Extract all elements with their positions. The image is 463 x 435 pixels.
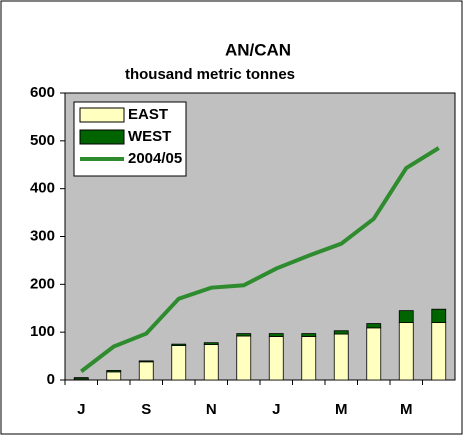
bar (301, 333, 317, 337)
line (80, 146, 440, 373)
bar (301, 336, 317, 381)
y-tick-label: 300 (30, 227, 55, 244)
bar (268, 333, 284, 337)
x-tick-label: N (206, 401, 217, 418)
y-tick-label: 500 (30, 132, 55, 149)
x-tick-label: J (77, 401, 85, 418)
bar (106, 371, 122, 381)
legend-swatch (79, 129, 125, 145)
bar (203, 342, 219, 346)
bar (138, 361, 154, 381)
x-tick-label: S (141, 401, 151, 418)
y-tick-label: 0 (47, 371, 55, 388)
bar (236, 333, 252, 337)
bar (366, 323, 382, 329)
legend-label: EAST (128, 106, 168, 123)
chart-subtitle: thousand metric tonnes (125, 66, 295, 83)
legend-swatch (79, 107, 125, 123)
x-tick-label: M (335, 401, 348, 418)
bar (268, 336, 284, 381)
bar (398, 310, 414, 323)
legend-label: WEST (128, 128, 171, 145)
y-tick-label: 600 (30, 84, 55, 101)
x-tick-label: M (400, 401, 413, 418)
bar (333, 330, 349, 335)
chart-title: AN/CAN (225, 40, 291, 59)
bar (106, 370, 122, 373)
y-tick-label: 400 (30, 180, 55, 197)
bar (366, 327, 382, 381)
bar (431, 308, 447, 323)
bar (138, 360, 154, 363)
bar (431, 322, 447, 381)
y-tick-label: 200 (30, 275, 55, 292)
x-tick-label: J (272, 401, 280, 418)
y-tick-label: 100 (30, 323, 55, 340)
bar (236, 335, 252, 381)
bar (398, 322, 414, 381)
bar (203, 344, 219, 381)
bar (171, 345, 187, 381)
bar (171, 343, 187, 346)
bar (333, 333, 349, 381)
bar (73, 377, 89, 380)
legend-label: 2004/05 (128, 150, 182, 167)
